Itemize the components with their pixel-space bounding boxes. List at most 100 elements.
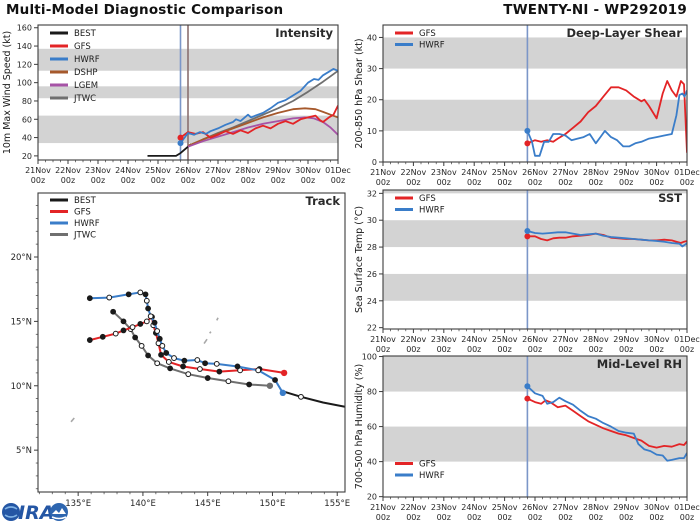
svg-text:20: 20 [367, 96, 377, 105]
svg-text:00z: 00z [437, 345, 451, 352]
svg-text:25Nov: 25Nov [145, 166, 171, 175]
svg-text:JTWC: JTWC [73, 231, 96, 241]
intensity-line-hwrf [179, 68, 338, 144]
track-series [70, 289, 345, 423]
svg-text:60: 60 [22, 115, 32, 124]
svg-text:30Nov: 30Nov [644, 503, 670, 512]
svg-text:23Nov: 23Nov [85, 166, 111, 175]
svg-text:140°E: 140°E [130, 499, 156, 509]
intensity-line-best [147, 143, 192, 157]
svg-text:25Nov: 25Nov [492, 168, 518, 177]
svg-text:00z: 00z [589, 513, 603, 522]
svg-text:21Nov: 21Nov [25, 166, 51, 175]
svg-text:29Nov: 29Nov [265, 166, 291, 175]
svg-text:26Nov: 26Nov [175, 166, 201, 175]
svg-text:21Nov: 21Nov [370, 168, 396, 177]
svg-text:26: 26 [367, 270, 377, 279]
svg-text:00z: 00z [376, 513, 390, 522]
svg-text:28Nov: 28Nov [235, 166, 261, 175]
svg-text:00z: 00z [558, 345, 572, 352]
svg-text:00z: 00z [241, 176, 255, 185]
svg-text:HWRF: HWRF [419, 41, 445, 51]
track-line-best [281, 389, 345, 408]
svg-text:00z: 00z [467, 178, 481, 187]
svg-text:00z: 00z [589, 178, 603, 187]
shear-line-hwrf [526, 90, 687, 157]
svg-text:10m Max Wind Speed (kt): 10m Max Wind Speed (kt) [2, 31, 13, 154]
sst-line-hwrf [527, 230, 687, 248]
svg-text:00z: 00z [497, 178, 511, 187]
svg-text:25Nov: 25Nov [492, 335, 518, 344]
svg-text:BEST: BEST [74, 29, 97, 39]
svg-text:00z: 00z [406, 345, 420, 352]
svg-text:24: 24 [367, 297, 377, 306]
svg-text:23Nov: 23Nov [431, 503, 457, 512]
svg-text:22Nov: 22Nov [401, 168, 427, 177]
svg-text:60: 60 [367, 423, 377, 432]
svg-text:22Nov: 22Nov [401, 503, 427, 512]
svg-text:00z: 00z [271, 176, 285, 185]
svg-text:80: 80 [22, 97, 32, 106]
svg-text:30: 30 [367, 216, 377, 225]
svg-text:26Nov: 26Nov [522, 503, 548, 512]
track-line-hwrf [89, 291, 284, 394]
svg-text:JTWC: JTWC [73, 94, 96, 104]
svg-text:Track: Track [306, 194, 341, 208]
svg-text:00z: 00z [181, 176, 195, 185]
svg-text:40: 40 [367, 458, 377, 467]
svg-text:00z: 00z [619, 345, 633, 352]
storm-title: TWENTY-NI - WP292019 [503, 2, 687, 18]
svg-text:00z: 00z [528, 513, 542, 522]
svg-text:28Nov: 28Nov [583, 503, 609, 512]
svg-text:28Nov: 28Nov [583, 168, 609, 177]
svg-text:00z: 00z [649, 513, 663, 522]
svg-text:26Nov: 26Nov [522, 335, 548, 344]
svg-text:29Nov: 29Nov [613, 335, 639, 344]
svg-text:140: 140 [17, 42, 32, 51]
svg-text:28: 28 [367, 243, 377, 252]
svg-text:00z: 00z [437, 178, 451, 187]
svg-text:21Nov: 21Nov [370, 503, 396, 512]
svg-text:01Dec: 01Dec [674, 335, 700, 344]
sst-panel: 21Nov00z22Nov00z23Nov00z24Nov00z25Nov00z… [354, 189, 700, 352]
svg-text:30Nov: 30Nov [644, 168, 670, 177]
svg-text:00z: 00z [497, 513, 511, 522]
svg-text:LGEM: LGEM [74, 81, 98, 91]
svg-text:01Dec: 01Dec [674, 503, 700, 512]
svg-text:BEST: BEST [74, 196, 97, 206]
svg-text:00z: 00z [406, 513, 420, 522]
svg-text:00z: 00z [31, 176, 45, 185]
svg-text:120: 120 [17, 60, 32, 69]
svg-text:23Nov: 23Nov [431, 168, 457, 177]
svg-text:00z: 00z [121, 176, 135, 185]
svg-text:30Nov: 30Nov [295, 166, 321, 175]
svg-text:00z: 00z [649, 345, 663, 352]
svg-text:Intensity: Intensity [275, 26, 333, 40]
svg-text:27Nov: 27Nov [553, 503, 579, 512]
svg-text:24Nov: 24Nov [461, 503, 487, 512]
intensity-series [147, 68, 338, 157]
cira-logo: IRA [2, 502, 68, 524]
svg-text:00z: 00z [589, 345, 603, 352]
svg-text:00z: 00z [301, 176, 315, 185]
svg-text:27Nov: 27Nov [205, 166, 231, 175]
svg-text:00z: 00z [619, 513, 633, 522]
svg-text:150°E: 150°E [260, 499, 286, 509]
svg-text:40: 40 [22, 134, 32, 143]
svg-text:Deep-Layer Shear: Deep-Layer Shear [566, 26, 682, 40]
intensity-panel: 21Nov00z22Nov00z23Nov00z24Nov00z25Nov00z… [2, 24, 351, 185]
svg-text:40: 40 [367, 33, 377, 42]
svg-text:22: 22 [367, 324, 377, 333]
shear-line-gfs [527, 80, 687, 153]
svg-text:30: 30 [367, 65, 377, 74]
svg-text:00z: 00z [376, 345, 390, 352]
svg-text:15°N: 15°N [11, 317, 32, 327]
rh-line-hwrf [526, 385, 687, 462]
svg-text:00z: 00z [61, 176, 75, 185]
track-line-gfs [89, 315, 285, 374]
svg-text:29Nov: 29Nov [613, 168, 639, 177]
svg-text:25Nov: 25Nov [492, 503, 518, 512]
svg-text:00z: 00z [528, 345, 542, 352]
rh-line-gfs [527, 397, 687, 449]
